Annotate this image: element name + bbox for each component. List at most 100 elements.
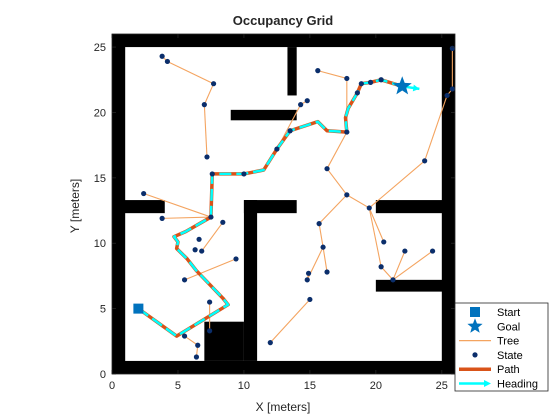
state-point-6	[181, 277, 188, 283]
y-tick-label-3: 15	[94, 173, 106, 185]
legend-start-symbol	[470, 307, 480, 317]
state-point-20	[304, 277, 310, 283]
state-point-40	[298, 102, 304, 108]
tree-edge-8	[203, 83, 215, 105]
tree-edge-17	[346, 194, 370, 209]
tree-edge-6	[162, 216, 211, 219]
state-point-47	[196, 236, 202, 242]
legend-heading-arrow	[484, 380, 491, 387]
tree-edge-9	[167, 60, 214, 85]
x-tick-label-0: 0	[109, 380, 115, 392]
state-point-2	[195, 342, 201, 348]
tree-edge-30	[317, 70, 347, 79]
state-point-27	[378, 264, 384, 270]
tree-edge-21	[392, 250, 433, 281]
tree-edge-20	[392, 250, 406, 281]
legend-goal-symbol	[467, 318, 483, 333]
state-point-42	[274, 146, 280, 152]
y-axis-label: Y [meters]	[68, 179, 82, 233]
state-point-1	[181, 333, 188, 339]
state-point-21	[305, 270, 312, 276]
state-point-31	[381, 239, 387, 245]
legend-state-symbol	[472, 352, 478, 358]
state-point-9	[220, 219, 226, 225]
tree-edge-19	[380, 266, 394, 281]
obstacle-11	[375, 279, 455, 292]
state-point-26	[366, 205, 372, 211]
legend-label-state: State	[497, 350, 523, 362]
plot-area: 0 5 10 15 20 25 0 5 10 15 20 25	[94, 33, 456, 392]
state-point-13	[204, 154, 210, 160]
legend-label-tree: Tree	[497, 336, 519, 348]
tree-edge-18	[368, 207, 382, 267]
state-point-24	[316, 221, 322, 227]
state-point-25	[344, 192, 350, 198]
x-tick-label-2: 10	[238, 380, 250, 392]
state-point-36	[324, 166, 330, 172]
legend: Start Goal Tree State Path Heading	[454, 302, 549, 392]
tree-edge-14	[322, 247, 328, 273]
goal-marker	[392, 76, 412, 95]
state-point-23	[324, 269, 330, 275]
tree-edge-28	[326, 131, 348, 169]
obstacle-4	[287, 47, 297, 96]
goal-heading-arrowhead	[412, 84, 420, 92]
state-point-41	[304, 98, 310, 104]
state-point-8	[233, 256, 239, 262]
state-point-10	[208, 214, 214, 220]
obstacle-8	[243, 200, 258, 361]
tree-edge-11	[269, 299, 311, 343]
tree-edge-15	[318, 223, 324, 248]
obstacle-3	[112, 34, 455, 48]
state-point-33	[444, 92, 450, 99]
state-point-45	[209, 171, 215, 177]
obstacle-6	[112, 200, 165, 214]
state-point-16	[164, 58, 171, 65]
tree-edge-24	[424, 95, 448, 162]
tree-edge-5	[143, 193, 212, 218]
obstacle-9	[204, 321, 244, 361]
state-point-15	[210, 81, 217, 87]
chart-title: Occupancy Grid	[233, 13, 333, 28]
obstacle-2	[112, 360, 455, 374]
tree-edge-3	[184, 258, 237, 281]
tree-edge-22	[368, 207, 385, 243]
state-point-28	[390, 277, 396, 283]
state-point-22	[320, 244, 326, 250]
state-point-19	[307, 296, 313, 303]
state-point-3	[193, 354, 200, 360]
state-point-44	[241, 171, 247, 177]
x-axis-label: X [meters]	[256, 400, 311, 414]
state-point-39	[315, 68, 321, 74]
state-point-38	[344, 75, 350, 82]
state-point-50	[367, 79, 374, 85]
legend-label-heading: Heading	[497, 379, 538, 391]
state-point-18	[267, 340, 273, 346]
obstacle-10	[375, 200, 455, 214]
start-marker	[133, 303, 144, 314]
y-tick-label-0: 0	[100, 369, 106, 381]
tree-edge-27	[326, 168, 348, 196]
y-tick-label-1: 5	[100, 304, 106, 316]
state-point-37	[344, 129, 350, 135]
state-point-7	[199, 248, 205, 254]
state-point-12	[159, 215, 165, 221]
state-point-35	[449, 45, 455, 51]
tree-edge-4	[201, 221, 224, 252]
y-tick-label-2: 10	[94, 238, 106, 250]
legend-label-path: Path	[497, 364, 520, 376]
state-point-29	[402, 248, 408, 254]
x-tick-label-1: 5	[175, 380, 181, 392]
state-point-4	[207, 328, 213, 334]
state-point-17	[159, 53, 165, 59]
tree-edge-23	[368, 160, 426, 209]
state-point-11	[141, 190, 147, 197]
state-point-34	[449, 86, 455, 92]
state-point-14	[201, 102, 207, 108]
tree-edge-16	[318, 194, 348, 224]
y-tick-label-5: 25	[94, 42, 106, 54]
x-tick-label-4: 20	[370, 380, 382, 392]
tree-edge-7	[203, 104, 208, 157]
state-point-49	[358, 81, 364, 87]
